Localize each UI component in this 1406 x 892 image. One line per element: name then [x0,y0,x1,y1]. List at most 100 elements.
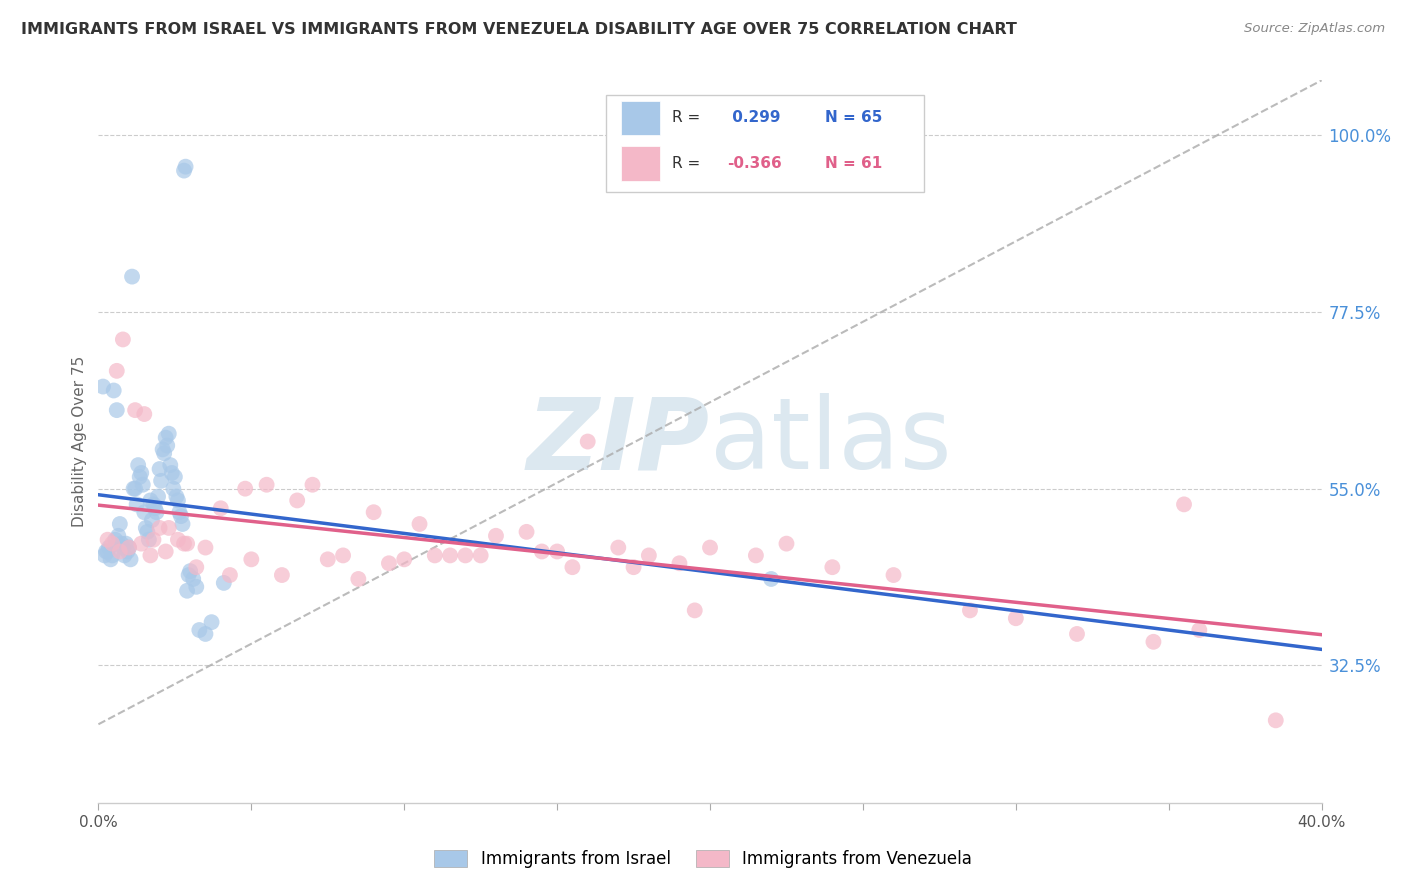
Point [129,466,152,480]
Point [423,549,446,563]
Point [118,541,141,555]
Point [1004,611,1026,625]
Text: IMMIGRANTS FROM ISRAEL VS IMMIGRANTS FROM VENEZUELA DISABILITY AGE OVER 75 CORRE: IMMIGRANTS FROM ISRAEL VS IMMIGRANTS FRO… [21,22,1017,37]
Text: Source: ZipAtlas.com: Source: ZipAtlas.com [1244,22,1385,36]
Point [101,536,124,550]
Point [121,269,143,284]
Point [101,549,124,563]
Text: R =: R = [672,156,700,171]
Point [270,568,294,582]
Point [141,513,163,527]
Point [108,544,131,558]
Point [194,627,217,641]
Point [127,458,149,472]
Point [516,524,538,539]
Point [172,516,194,531]
Point [157,521,180,535]
Point [100,552,122,566]
Point [883,568,905,582]
Point [110,536,132,550]
Point [821,560,844,574]
Point [179,564,201,578]
Text: N = 61: N = 61 [825,156,882,171]
Point [233,482,256,496]
Point [165,490,187,504]
Point [149,462,172,476]
Point [347,572,370,586]
Point [111,541,134,555]
Y-axis label: Disability Age Over 75: Disability Age Over 75 [72,356,87,527]
Point [104,533,127,547]
Point [156,438,179,452]
Point [212,575,235,590]
Text: 0.299: 0.299 [727,111,780,126]
Point [1188,623,1211,637]
Point [118,541,141,555]
Point [122,482,145,496]
Point [256,477,278,491]
Point [561,560,583,574]
Point [378,556,401,570]
Point [108,516,131,531]
Point [169,505,191,519]
Point [98,541,121,555]
Point [135,521,157,535]
Point [301,477,323,491]
Point [186,560,208,574]
Point [120,552,142,566]
Point [155,431,177,445]
Point [173,536,195,550]
Point [124,482,146,496]
Point [103,384,125,398]
Point [94,544,117,558]
Point [97,544,120,558]
Point [162,482,184,496]
Point [240,552,263,566]
Point [139,549,162,563]
Point [139,493,162,508]
Point [167,533,190,547]
Point [145,505,167,519]
Point [134,505,156,519]
Point [142,497,165,511]
Point [637,549,661,563]
Point [316,552,339,566]
Point [134,407,156,421]
Point [745,549,768,563]
Text: -0.366: -0.366 [727,156,782,171]
Point [177,568,200,582]
Point [142,533,165,547]
Point [93,549,115,563]
Point [176,536,198,550]
Point [546,544,568,558]
Point [152,442,174,457]
Point [159,458,181,472]
Point [959,603,981,617]
Point [155,544,177,558]
Bar [620,101,659,136]
Point [194,541,217,555]
Text: atlas: atlas [710,393,952,490]
Point [105,403,128,417]
Point [623,560,645,574]
Point [683,603,706,617]
Point [470,549,492,563]
Bar [620,146,659,181]
Point [153,446,176,460]
Point [115,536,138,550]
Point [186,580,208,594]
Point [408,516,430,531]
Point [775,536,797,550]
Point [136,524,159,539]
Point [143,501,166,516]
Point [576,434,599,449]
Point [170,509,193,524]
Point [97,533,120,547]
Point [146,490,169,504]
Point [1173,497,1195,511]
Point [332,549,354,563]
Point [105,364,128,378]
Point [1066,627,1088,641]
Point [174,160,197,174]
Point [699,541,721,555]
